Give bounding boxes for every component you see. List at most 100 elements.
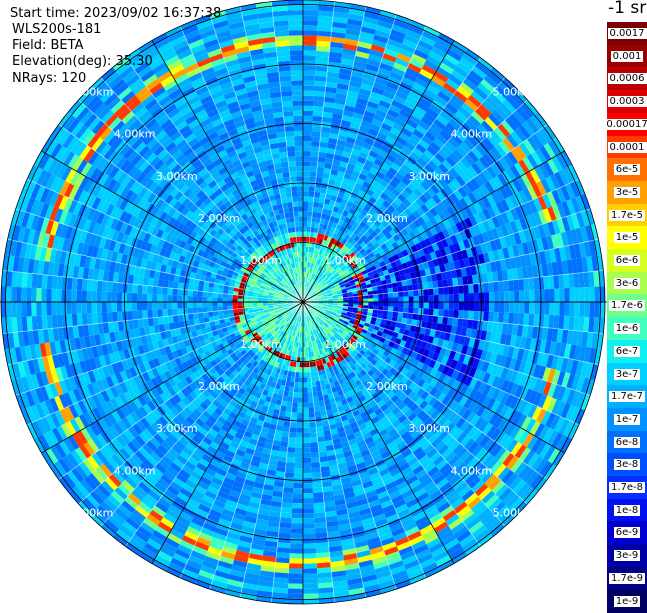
range-gate — [443, 309, 449, 317]
range-gate — [388, 302, 393, 307]
range-gate — [303, 96, 314, 101]
range-gate — [368, 298, 373, 302]
range-gate — [303, 176, 310, 181]
range-gate — [303, 488, 313, 493]
range-gate — [291, 518, 303, 523]
range-gate — [403, 291, 409, 297]
range-gate — [316, 426, 323, 432]
range-gate — [288, 589, 303, 594]
range-gate — [286, 457, 295, 463]
range-gate — [287, 447, 295, 453]
range-gate — [458, 310, 464, 319]
range-gate — [559, 288, 564, 302]
range-gate — [314, 401, 320, 407]
range-gate — [303, 181, 309, 186]
range-gate — [309, 407, 315, 413]
range-gate — [314, 406, 320, 412]
range-gate — [539, 302, 544, 315]
range-gate — [303, 589, 318, 594]
range-gate — [293, 397, 299, 402]
range-gate — [311, 141, 320, 147]
range-gate — [393, 312, 399, 318]
range-gate — [574, 288, 579, 303]
range-gate — [295, 453, 303, 458]
range-gate — [303, 362, 306, 367]
range-gate — [314, 81, 326, 87]
range-gate — [290, 553, 303, 558]
range-gate — [303, 543, 316, 548]
range-gate — [318, 157, 326, 163]
range-gate — [315, 532, 328, 538]
range-gate — [509, 302, 514, 313]
range-gate — [303, 568, 317, 573]
range-gate — [444, 302, 449, 310]
range-gate — [313, 207, 319, 213]
range-gate — [313, 487, 323, 493]
range-gate — [518, 313, 524, 325]
range-gate — [296, 428, 303, 433]
range-gate — [442, 279, 448, 287]
range-gate — [303, 508, 314, 513]
range-gate — [303, 498, 314, 503]
range-gate — [293, 483, 303, 488]
range-gate — [316, 172, 323, 178]
range-gate — [284, 482, 294, 488]
range-gate — [303, 413, 309, 418]
range-gate — [303, 448, 311, 453]
range-gate — [464, 302, 469, 311]
range-gate — [299, 377, 303, 382]
range-gate — [303, 211, 308, 216]
range-gate — [279, 522, 291, 528]
range-gate — [580, 302, 585, 317]
range-gate — [494, 292, 499, 302]
range-gate — [303, 106, 313, 111]
range-gate — [463, 285, 469, 294]
range-gate — [309, 181, 316, 187]
range-gate — [422, 315, 428, 322]
range-gate — [317, 436, 325, 442]
range-gate — [548, 276, 554, 289]
range-gate — [553, 275, 559, 289]
range-gate — [300, 352, 303, 357]
range-gate — [543, 315, 549, 328]
range-gate — [483, 312, 489, 322]
range-gate — [282, 497, 293, 503]
range-gate — [303, 453, 311, 458]
range-gate — [403, 307, 409, 313]
range-gate — [504, 291, 509, 302]
range-gate — [459, 302, 464, 310]
range-gate — [368, 302, 373, 306]
range-gate — [288, 584, 303, 589]
range-gate — [303, 55, 316, 60]
range-gate — [434, 295, 439, 302]
range-gate — [489, 302, 494, 312]
range-gate — [303, 45, 316, 50]
range-gate — [316, 46, 330, 52]
range-gate — [538, 314, 544, 327]
range-gate — [513, 313, 519, 325]
range-gate — [311, 457, 320, 463]
range-gate — [538, 277, 544, 290]
range-gate — [473, 284, 479, 293]
range-gate — [432, 316, 438, 324]
range-gate — [279, 527, 291, 533]
range-gate — [554, 289, 559, 302]
range-gate — [303, 367, 307, 372]
range-gate — [474, 293, 479, 302]
range-gate — [393, 287, 399, 293]
range-gate — [293, 498, 304, 503]
range-gate — [289, 432, 296, 438]
range-gate — [428, 309, 434, 316]
range-gate — [437, 280, 443, 288]
range-gate — [314, 507, 325, 513]
range-gate — [353, 299, 358, 302]
range-gate — [303, 35, 317, 40]
range-gate — [288, 594, 304, 600]
range-gate — [303, 463, 312, 468]
range-gate — [303, 20, 318, 25]
range-gate — [404, 302, 409, 308]
range-gate — [303, 151, 311, 156]
range-gate — [303, 403, 309, 408]
range-gate — [509, 291, 514, 302]
